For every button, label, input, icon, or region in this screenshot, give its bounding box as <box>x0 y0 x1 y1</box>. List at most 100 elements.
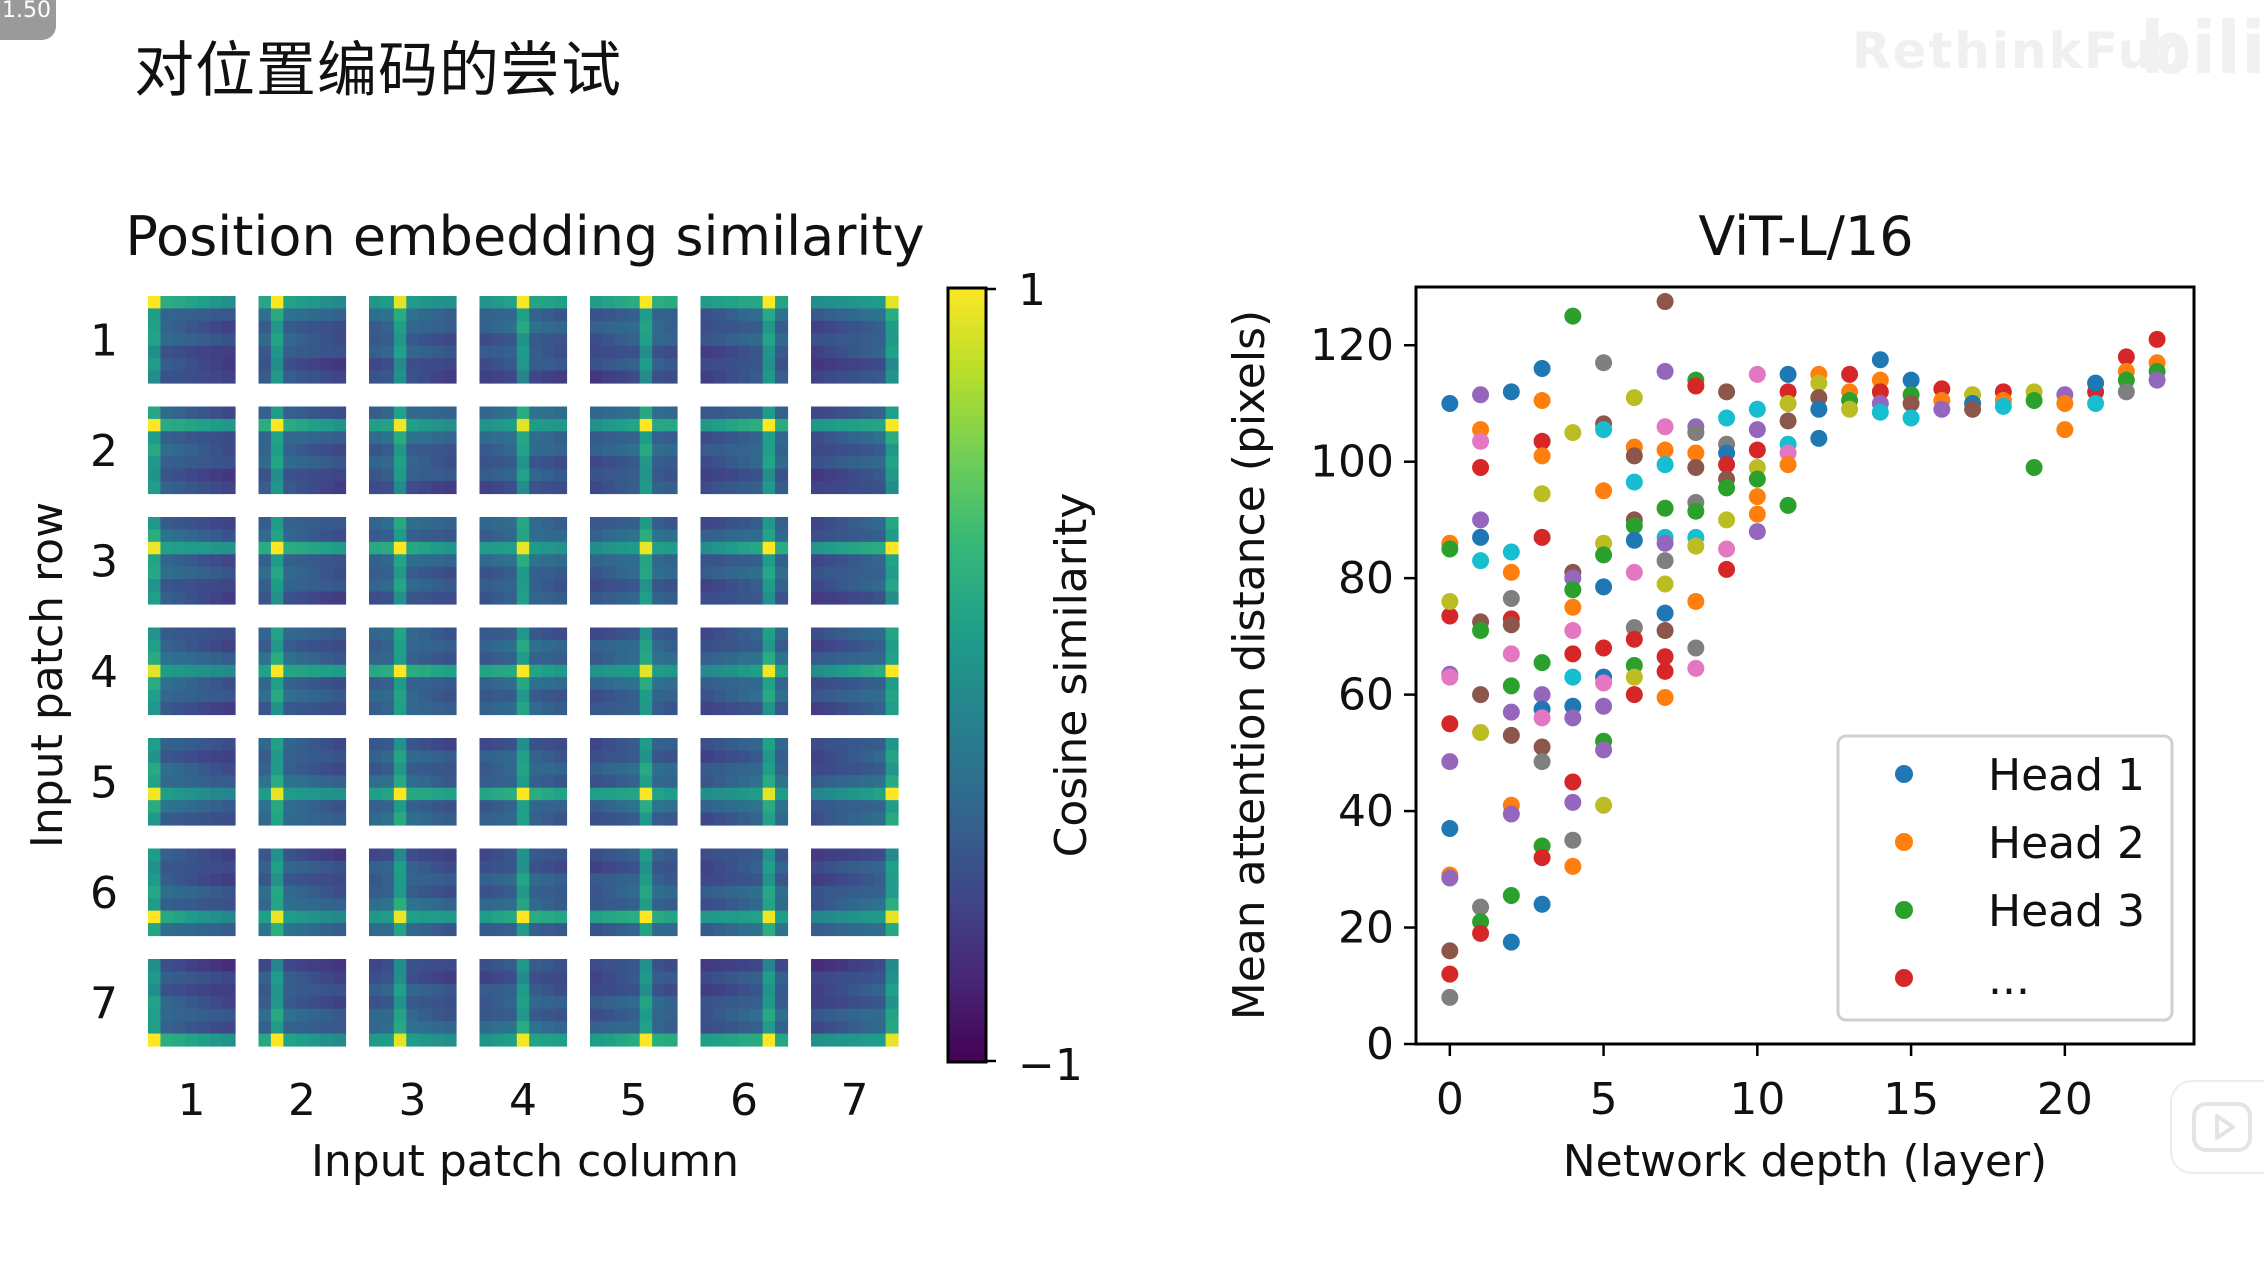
heatmap-cell <box>664 1008 678 1022</box>
heatmap-cell <box>664 456 678 470</box>
heatmap-cell <box>320 456 334 470</box>
heatmap-cell <box>700 775 714 789</box>
heatmap-cell <box>823 443 837 457</box>
heatmap-cell <box>529 812 543 826</box>
heatmap-cell <box>504 885 518 899</box>
heatmap-cell <box>885 627 899 641</box>
heatmap-cell <box>529 1033 543 1047</box>
heatmap-cell <box>270 566 284 580</box>
heatmap-cell <box>172 529 186 543</box>
heatmap-cell <box>381 885 395 899</box>
scatter-point <box>1441 592 1459 610</box>
heatmap-cell <box>860 750 874 764</box>
scatter-point <box>1472 686 1490 704</box>
heatmap-cell <box>160 529 174 543</box>
heatmap-cell <box>762 431 776 445</box>
heatmap-cell <box>873 702 887 716</box>
heatmap-cell <box>639 812 653 826</box>
heatmap-cell <box>479 860 493 874</box>
heatmap-cell <box>823 418 837 432</box>
heatmap-cell <box>283 566 297 580</box>
heatmap-cell <box>381 554 395 568</box>
heatmap-cell <box>737 566 751 580</box>
heatmap-cell <box>725 983 739 997</box>
heatmap-cell <box>639 959 653 973</box>
heatmap-cell <box>873 308 887 322</box>
heatmap-cell <box>712 579 726 593</box>
heatmap-cell <box>270 848 284 862</box>
heatmap-cell <box>627 345 641 359</box>
heatmap-cell <box>172 702 186 716</box>
legend-marker <box>1895 969 1913 987</box>
heatmap-cell <box>529 885 543 899</box>
heatmap-cell <box>590 370 604 384</box>
heatmap-cell <box>848 971 862 985</box>
heatmap-cell <box>639 1033 653 1047</box>
heatmap-cell <box>443 579 457 593</box>
heatmap-cell <box>381 910 395 924</box>
heatmap-cell <box>295 738 309 752</box>
heatmap-cell <box>283 762 297 776</box>
heatmap-cell <box>590 652 604 666</box>
heatmap-cell <box>197 591 211 605</box>
heatmap-cell <box>197 738 211 752</box>
heatmap-cell <box>541 566 555 580</box>
scatter-point <box>1595 421 1613 439</box>
heatmap-cell <box>664 345 678 359</box>
heatmap-cell <box>737 689 751 703</box>
heatmap-cell <box>529 517 543 531</box>
heatmap-cell <box>393 554 407 568</box>
heatmap-cell <box>516 898 530 912</box>
heatmap-cell <box>873 296 887 310</box>
heatmap-cell <box>554 750 568 764</box>
heatmap-cell <box>860 689 874 703</box>
heatmap-cell <box>712 554 726 568</box>
heatmap-cell <box>270 370 284 384</box>
video-play-button[interactable] <box>2170 1080 2264 1174</box>
heatmap-cell <box>185 517 199 531</box>
heatmap-cell <box>333 677 347 691</box>
heatmap-cell <box>431 358 445 372</box>
heatmap-cell <box>160 345 174 359</box>
heatmap-cell <box>737 750 751 764</box>
heatmap-cell <box>614 983 628 997</box>
heatmap-cell <box>160 481 174 495</box>
heatmap-cell <box>418 652 432 666</box>
heatmap-cell <box>614 873 628 887</box>
heatmap-cell <box>860 787 874 801</box>
heatmap-cell <box>210 762 224 776</box>
heatmap-cell <box>148 848 162 862</box>
heatmap-cell <box>750 775 764 789</box>
heatmap-cell <box>700 959 714 973</box>
heatmap-cell <box>381 898 395 912</box>
heatmap-cell <box>283 627 297 641</box>
heatmap-cell <box>860 910 874 924</box>
heatmap-cell <box>270 775 284 789</box>
heatmap-cell <box>652 762 666 776</box>
scatter-point <box>1595 674 1613 692</box>
heatmap-cell <box>491 481 505 495</box>
heatmap-cell <box>406 689 420 703</box>
heatmap-tile <box>369 959 457 1047</box>
heatmap-cell <box>418 517 432 531</box>
heatmap-cell <box>516 983 530 997</box>
heatmap-cell <box>860 652 874 666</box>
heatmap-cell <box>700 983 714 997</box>
heatmap-cell <box>222 639 236 653</box>
heatmap-cell <box>725 639 739 653</box>
heatmap-cell <box>529 418 543 432</box>
heatmap-cell <box>172 677 186 691</box>
legend-label: Head 3 <box>1988 886 2145 937</box>
heatmap-cell <box>406 431 420 445</box>
heatmap-cell <box>491 529 505 543</box>
heatmap-cell <box>873 333 887 347</box>
heatmap-cell <box>811 639 825 653</box>
heatmap-cell <box>333 591 347 605</box>
heatmap-cell <box>197 639 211 653</box>
heatmap-cell <box>590 971 604 985</box>
heatmap-cell <box>333 517 347 531</box>
heatmap-cell <box>443 320 457 334</box>
heatmap-cell <box>554 812 568 826</box>
heatmap-cell <box>418 959 432 973</box>
heatmap-cell <box>823 481 837 495</box>
